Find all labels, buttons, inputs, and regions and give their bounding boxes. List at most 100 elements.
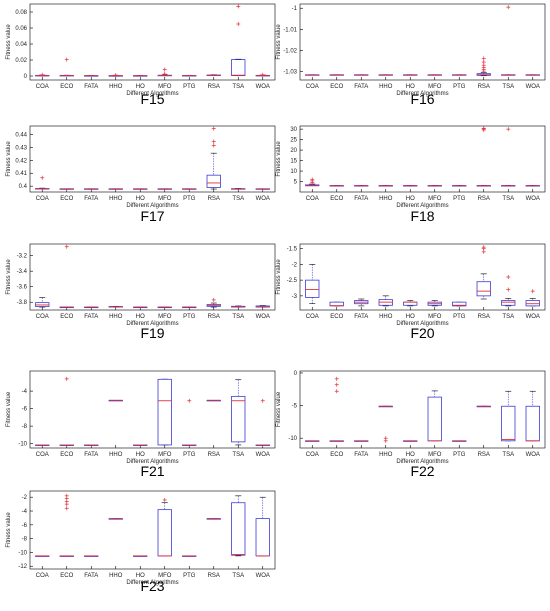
outlier-marker <box>481 60 486 65</box>
outlier-marker <box>236 4 241 9</box>
x-tick-label: RSA <box>478 314 490 320</box>
x-tick-label: HO <box>406 314 415 320</box>
y-tick-label: -1.02 <box>283 48 297 54</box>
box-ho <box>403 300 418 307</box>
x-tick-label: MFO <box>428 196 442 202</box>
y-tick-label: -10 <box>18 550 27 556</box>
box-coa <box>35 555 50 557</box>
y-tick-label: 30 <box>290 127 297 133</box>
outlier-marker <box>383 438 388 443</box>
box-hho <box>108 305 123 308</box>
iqr-box <box>157 378 172 446</box>
outlier-marker <box>334 382 339 387</box>
panel-caption: F15 <box>140 91 164 107</box>
y-tick-label: 0.08 <box>15 10 27 16</box>
x-tick-label: RSA <box>208 314 220 320</box>
x-tick-label: MFO <box>158 196 172 202</box>
x-tick-label: COA <box>36 573 49 579</box>
y-tick-label: -6 <box>22 407 28 413</box>
plot-frame <box>29 3 276 81</box>
y-tick-label: -3.6 <box>17 285 28 291</box>
x-tick-label: FATA <box>354 452 368 458</box>
x-tick-label: HHO <box>379 452 393 458</box>
x-tick-label: RSA <box>208 84 220 90</box>
y-tick-label: 0.44 <box>15 132 27 138</box>
panel-f19: -3.2 -3.4 -3.6 -3.8 Fitness value COA ECO FATA H… <box>6 243 276 341</box>
outlier-marker <box>334 389 339 394</box>
y-axis-label: Fitness value <box>276 24 282 60</box>
box-fata <box>84 555 99 557</box>
x-tick-label: HO <box>406 84 415 90</box>
box-coa <box>305 177 320 187</box>
panel-f23: -2 -4 -6 -8 -10 -12 Fitness value COA ECO FATA HHO… <box>6 490 276 594</box>
box-woa <box>525 289 540 307</box>
box-coa <box>305 74 320 76</box>
y-tick-label: 0.42 <box>15 158 27 164</box>
outlier-marker <box>481 245 486 250</box>
x-tick-label: HO <box>136 314 145 320</box>
y-axis-label: Fitness value <box>276 259 282 295</box>
x-tick-label: HHO <box>109 84 123 90</box>
x-tick-label: FATA <box>84 573 98 579</box>
x-tick-label: HHO <box>379 84 393 90</box>
outlier-marker <box>64 506 69 511</box>
x-tick-label: FATA <box>84 84 98 90</box>
box-ho <box>403 184 418 187</box>
box-ho <box>133 444 148 446</box>
box-eco <box>329 376 344 442</box>
box-fata <box>354 298 369 307</box>
iqr-box <box>501 405 516 442</box>
y-tick-label: 15 <box>290 159 297 165</box>
outlier-marker <box>113 73 118 78</box>
box-rsa <box>206 297 221 308</box>
iqr-box <box>157 509 172 557</box>
panel-f16: -1 -1.01 -1.02 -1.03 Fitness value COA ECO FATA… <box>276 3 546 107</box>
box-rsa <box>476 405 491 408</box>
box-ho <box>403 74 418 76</box>
x-tick-label: COA <box>306 196 319 202</box>
box-ho <box>133 306 148 309</box>
x-tick-label: HO <box>136 84 145 90</box>
box-woa <box>255 305 270 308</box>
box-eco <box>59 244 74 309</box>
x-axis-label: Different Algorithms <box>126 580 178 586</box>
x-tick-label: HO <box>136 573 145 579</box>
x-tick-label: FATA <box>354 314 368 320</box>
x-tick-label: ECO <box>330 84 343 90</box>
x-axis-label: Different Algorithms <box>126 459 178 465</box>
panel-f21: -4 -6 -8 -10 Fitness value COA ECO FATA HHO HO MFO… <box>6 370 276 479</box>
box-rsa <box>476 56 491 77</box>
x-tick-label: COA <box>306 314 319 320</box>
outlier-marker <box>506 287 511 292</box>
panel-caption: F21 <box>140 463 164 479</box>
outlier-marker <box>334 376 339 381</box>
box-mfo <box>157 378 172 446</box>
x-tick-label: ECO <box>60 196 73 202</box>
panel-f18: 5 10 15 20 25 30 Fitness value COA ECO FATA HHO HO M… <box>276 125 546 224</box>
box-rsa <box>206 74 221 77</box>
box-tsa <box>501 390 516 442</box>
plot-frame <box>299 125 546 193</box>
iqr-box <box>403 301 418 306</box>
outlier-marker <box>64 244 69 249</box>
box-mfo <box>157 67 172 77</box>
plot-frame <box>299 370 546 449</box>
x-tick-label: FATA <box>84 314 98 320</box>
x-tick-label: WOA <box>526 84 540 90</box>
x-tick-label: RSA <box>208 573 220 579</box>
box-tsa <box>231 4 246 77</box>
y-axis-label: Fitness value <box>6 24 12 60</box>
y-tick-label: -2.5 <box>287 278 298 284</box>
y-tick-label: 0 <box>24 74 28 80</box>
x-tick-label: HO <box>136 452 145 458</box>
x-tick-label: ECO <box>60 84 73 90</box>
x-tick-label: WOA <box>256 196 270 202</box>
outlier-marker <box>211 297 216 302</box>
x-tick-label: ECO <box>60 573 73 579</box>
box-coa <box>305 440 320 442</box>
x-tick-label: HO <box>136 196 145 202</box>
x-tick-label: HHO <box>379 196 393 202</box>
